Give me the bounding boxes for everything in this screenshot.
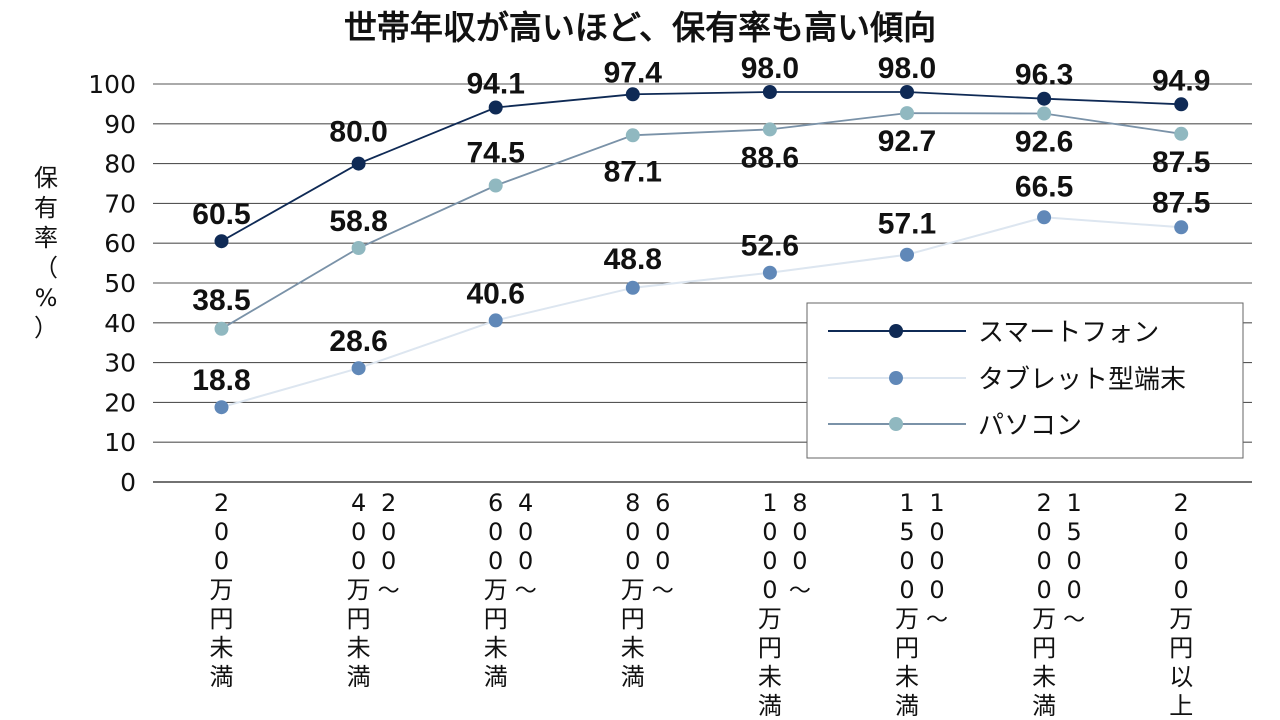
x-tick-label: 2 0 0 0 万円以上 <box>1169 489 1193 720</box>
data-label: 66.5 <box>1015 170 1073 203</box>
data-point <box>351 241 366 255</box>
data-point <box>762 122 777 137</box>
data-point <box>1174 126 1189 141</box>
data-point <box>625 128 640 143</box>
legend-marker <box>889 324 903 338</box>
data-label: 94.1 <box>467 68 525 101</box>
data-label: 94.9 <box>1152 64 1210 97</box>
gridlines <box>153 83 1252 483</box>
data-point <box>214 400 229 415</box>
data-point <box>351 361 366 376</box>
y-axis-label: 保有率（%） <box>34 164 58 342</box>
data-label: 57.1 <box>878 208 936 241</box>
data-point <box>214 234 229 249</box>
y-tick-label: 80 <box>104 150 136 179</box>
data-label: 48.8 <box>604 243 662 276</box>
legend-marker <box>889 371 903 385</box>
data-point <box>900 85 914 99</box>
data-point <box>900 106 914 121</box>
data-point <box>1037 210 1052 225</box>
data-label: 52.6 <box>741 230 799 263</box>
x-tick-label: 1 5 0 0 万円未満1 0 0 0 〜 <box>895 489 948 720</box>
chart-title: 世帯年収が高いほど、保有率も高い傾向 <box>344 8 936 47</box>
data-point <box>488 313 503 328</box>
data-label: 98.0 <box>878 52 936 85</box>
data-point <box>762 85 777 99</box>
x-tick-label: 2 0 0 0 万円未満1 5 0 0 〜 <box>1032 489 1085 720</box>
y-tick-label: 40 <box>104 309 136 338</box>
legend-label: パソコン <box>978 411 1082 441</box>
data-labels: 60.5 80.0 94.1 97.4 98.0 98.0 96.3 94.9 18.8 28.6… <box>192 52 1210 397</box>
y-tick-label: 100 <box>88 70 136 99</box>
data-label: 98.0 <box>741 52 799 85</box>
data-label: 40.6 <box>467 277 525 310</box>
x-axis-ticks: 2 0 0 万円未満 4 0 0 万円未満2 0 0 〜 6 0 0 万円未満4 0 0 〜 8 0 0 万円未満6 0 0 〜… <box>210 489 1194 720</box>
data-label: 96.3 <box>1015 59 1073 92</box>
x-tick-label: 2 0 0 万円未満 <box>210 489 234 691</box>
legend-label: タブレット型端末 <box>978 365 1186 395</box>
x-tick-label: 8 0 0 万円未満6 0 0 〜 <box>621 489 674 691</box>
data-point <box>625 87 640 102</box>
data-label: 92.7 <box>878 125 936 158</box>
series-points <box>214 85 1189 415</box>
series-line <box>221 112 1182 330</box>
series-line <box>221 216 1182 409</box>
data-label: 80.0 <box>329 116 387 149</box>
data-point <box>625 280 640 295</box>
data-point <box>900 247 914 262</box>
data-label: 87.5 <box>1152 146 1210 179</box>
data-label: 38.5 <box>192 284 250 317</box>
y-tick-label: 60 <box>104 229 136 258</box>
y-tick-label: 10 <box>104 428 136 457</box>
y-tick-label: 70 <box>104 189 136 218</box>
data-label: 87.1 <box>604 155 662 188</box>
y-tick-label: 90 <box>104 110 136 139</box>
series-line <box>221 91 1182 242</box>
legend-marker <box>889 417 903 431</box>
x-tick-label: 4 0 0 万円未満2 0 0 〜 <box>347 489 400 691</box>
data-label: 97.4 <box>604 56 663 89</box>
data-label: 88.6 <box>741 141 799 174</box>
x-tick-label: 1 0 0 0 万円未満8 0 0 〜 <box>758 489 811 720</box>
data-label: 92.6 <box>1015 126 1073 159</box>
y-tick-label: 20 <box>104 388 136 417</box>
data-label: 74.5 <box>467 137 525 170</box>
data-point <box>488 100 503 115</box>
legend-box <box>806 302 1244 459</box>
data-point <box>1174 97 1189 112</box>
data-label: 28.6 <box>329 325 387 358</box>
data-point <box>214 321 229 336</box>
data-point <box>351 156 366 171</box>
data-label: 87.5 <box>1152 186 1210 219</box>
data-point <box>1174 220 1189 235</box>
y-tick-label: 50 <box>104 269 136 298</box>
legend-label: スマートフォン <box>978 318 1159 348</box>
y-axis-ticks: 0 10 20 30 40 50 60 70 80 90 100 <box>88 70 136 497</box>
data-point <box>488 178 503 193</box>
data-point <box>762 265 777 280</box>
y-tick-label: 30 <box>104 349 136 378</box>
data-label: 18.8 <box>192 364 250 397</box>
y-tick-label: 0 <box>120 468 136 497</box>
data-point <box>1037 91 1052 106</box>
series-lines <box>221 91 1182 409</box>
x-tick-label: 6 0 0 万円未満4 0 0 〜 <box>484 489 537 691</box>
data-point <box>1037 106 1052 121</box>
data-label: 60.5 <box>192 198 250 231</box>
data-label: 58.8 <box>329 205 387 238</box>
